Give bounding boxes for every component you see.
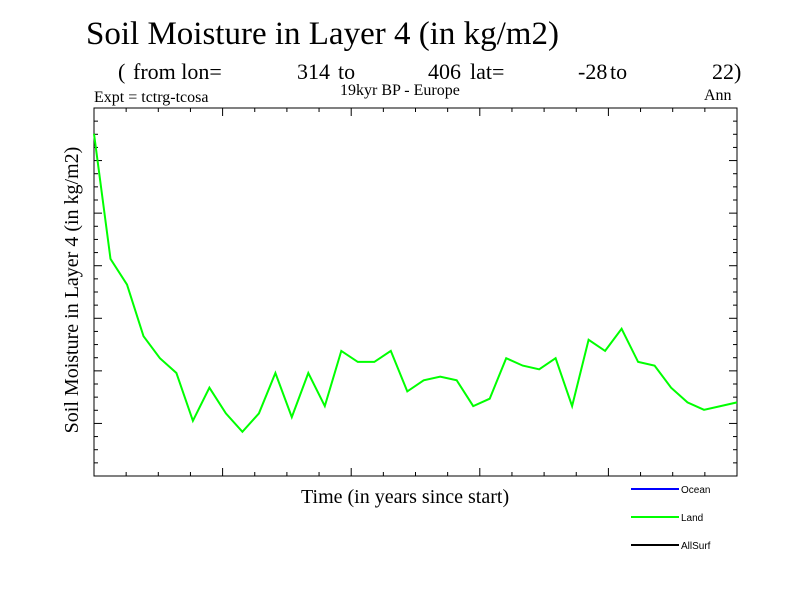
- chart-title: Soil Moisture in Layer 4 (in kg/m2): [86, 16, 559, 52]
- subtitle-to-lon: to: [338, 59, 356, 84]
- legend: Ocean Land AllSurf: [631, 485, 711, 552]
- subtitle-lat-label: lat=: [470, 59, 505, 84]
- x-axis-label: Time (in years since start): [301, 486, 510, 508]
- subtitle-paren-open: (: [118, 59, 126, 84]
- subtitle-to-lat: to: [610, 59, 628, 84]
- y-axis-label: Soil Moisture in Layer 4 (in kg/m2): [61, 146, 83, 434]
- plot-frame: [93, 107, 738, 477]
- subtitle-lon-label: from lon=: [133, 59, 222, 84]
- series-line-land: [93, 133, 738, 434]
- axis-ticks: [94, 108, 737, 476]
- season-label: Ann: [704, 87, 732, 104]
- subtitle-lat-from: -28: [578, 59, 608, 84]
- subtitle-paren-close: ): [734, 59, 742, 84]
- series-layer: [93, 133, 738, 434]
- subtitle-lat-to: 22: [712, 59, 734, 84]
- experiment-label: Expt = tctrg-tcosa: [94, 89, 209, 106]
- subtitle-lon-from: 314: [297, 59, 330, 84]
- region-label: 19kyr BP - Europe: [340, 82, 460, 99]
- legend-label-land: Land: [681, 513, 703, 524]
- legend-label-ocean: Ocean: [681, 485, 710, 496]
- subtitle-lon-to: 406: [428, 59, 461, 84]
- legend-label-allsurf: AllSurf: [681, 541, 711, 552]
